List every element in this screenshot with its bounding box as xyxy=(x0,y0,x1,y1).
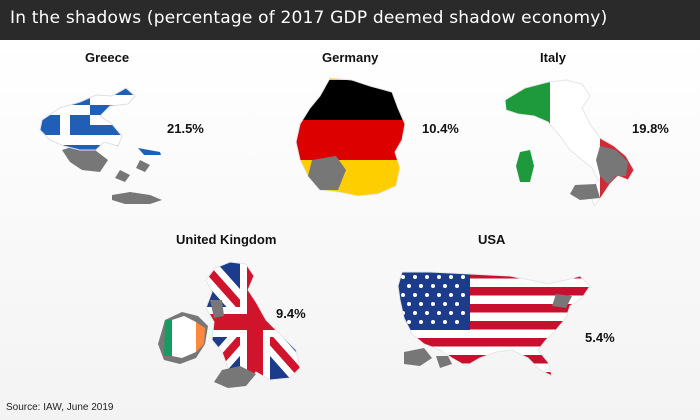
italy-sardinia-shape xyxy=(516,150,534,182)
value-label-uk: 9.4% xyxy=(276,306,306,321)
title-bar: In the shadows (percentage of 2017 GDP d… xyxy=(0,0,700,40)
usa-shadow-shape xyxy=(404,348,432,366)
ireland-green-shape xyxy=(164,320,172,356)
greece-crete-shape xyxy=(112,192,162,204)
country-label-usa: USA xyxy=(478,232,506,247)
uk-southwest-shape xyxy=(214,366,256,388)
greece-island-shape xyxy=(136,160,150,172)
greece-flag-map xyxy=(39,87,136,151)
country-label-italy: Italy xyxy=(540,50,567,65)
greece-island-shape xyxy=(115,170,130,182)
value-label-italy: 19.8% xyxy=(632,121,669,136)
chart-title: In the shadows (percentage of 2017 GDP d… xyxy=(10,8,608,28)
country-label-greece: Greece xyxy=(85,50,129,65)
value-label-greece: 21.5% xyxy=(167,121,204,136)
country-italy: Italy 19.8% xyxy=(504,50,669,208)
country-usa: USA 5.4% xyxy=(397,232,615,377)
ireland-flag-shape xyxy=(172,316,202,358)
italy-south-shape xyxy=(596,146,628,184)
source-note: Source: IAW, June 2019 xyxy=(6,402,114,413)
greece-peloponnese-shape xyxy=(62,145,108,172)
usa-shadow-shape xyxy=(552,294,572,308)
country-uk: United Kingdom 9.4% xyxy=(158,232,306,388)
germany-region-shape xyxy=(308,156,346,190)
country-greece: Greece 21.5% xyxy=(39,50,204,204)
italy-flag-map xyxy=(504,79,635,208)
uk-island-shape xyxy=(210,300,224,318)
usa-shadow-shape xyxy=(436,356,452,368)
country-label-germany: Germany xyxy=(322,50,379,65)
usa-flag-map xyxy=(397,271,591,377)
greece-island-shape xyxy=(138,148,162,158)
italy-sicily-shape xyxy=(570,184,600,200)
value-label-usa: 5.4% xyxy=(585,330,615,345)
country-germany: Germany 10.4% xyxy=(295,50,459,197)
uk-flag-map xyxy=(205,261,301,387)
value-label-germany: 10.4% xyxy=(422,121,459,136)
country-label-uk: United Kingdom xyxy=(176,232,276,247)
ireland-orange-shape xyxy=(196,322,205,352)
